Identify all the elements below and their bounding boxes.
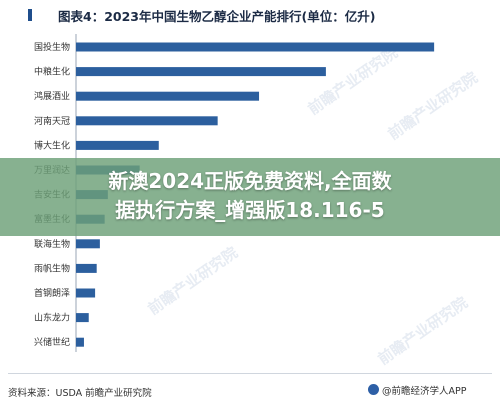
title-accent-bar [28, 9, 32, 21]
bar [76, 337, 84, 347]
brand-logo-icon [368, 384, 379, 395]
source-note: 资料来源：USDA 前瞻产业研究院 [8, 388, 152, 399]
bar [76, 263, 97, 273]
category-label: 兴储世纪 [34, 336, 70, 348]
overlay-line-1: 新澳2024正版免费资料,全面数 [108, 169, 392, 193]
bar [76, 288, 96, 298]
bar [76, 140, 159, 150]
bar [76, 313, 89, 323]
bar [76, 91, 260, 101]
brand-label: @前瞻经济学人APP [382, 386, 467, 397]
bar [76, 67, 326, 77]
category-label: 首钢朗泽 [34, 287, 70, 299]
category-label: 博大生化 [34, 139, 70, 151]
category-label: 鸿展酒业 [34, 90, 70, 102]
category-label: 山东龙力 [34, 312, 70, 324]
category-label: 国投生物 [34, 41, 70, 53]
category-label: 雨帆生物 [34, 262, 70, 274]
overlay-banner [0, 158, 500, 236]
category-label: 联海生物 [34, 238, 70, 250]
footer-divider [8, 373, 492, 374]
category-label: 河南天冠 [34, 115, 70, 127]
overlay-line-2: 据执行方案_增强版18.116-5 [115, 198, 385, 222]
category-label: 中粮生化 [34, 66, 70, 78]
chart-title: 图表4：2023年中国生物乙醇企业产能排行(单位：亿升) [58, 9, 376, 24]
overlay-text: 新澳2024正版免费资料,全面数 据执行方案_增强版18.116-5 [0, 167, 500, 225]
bar [76, 239, 100, 249]
bar [76, 42, 435, 52]
bar [76, 116, 218, 126]
